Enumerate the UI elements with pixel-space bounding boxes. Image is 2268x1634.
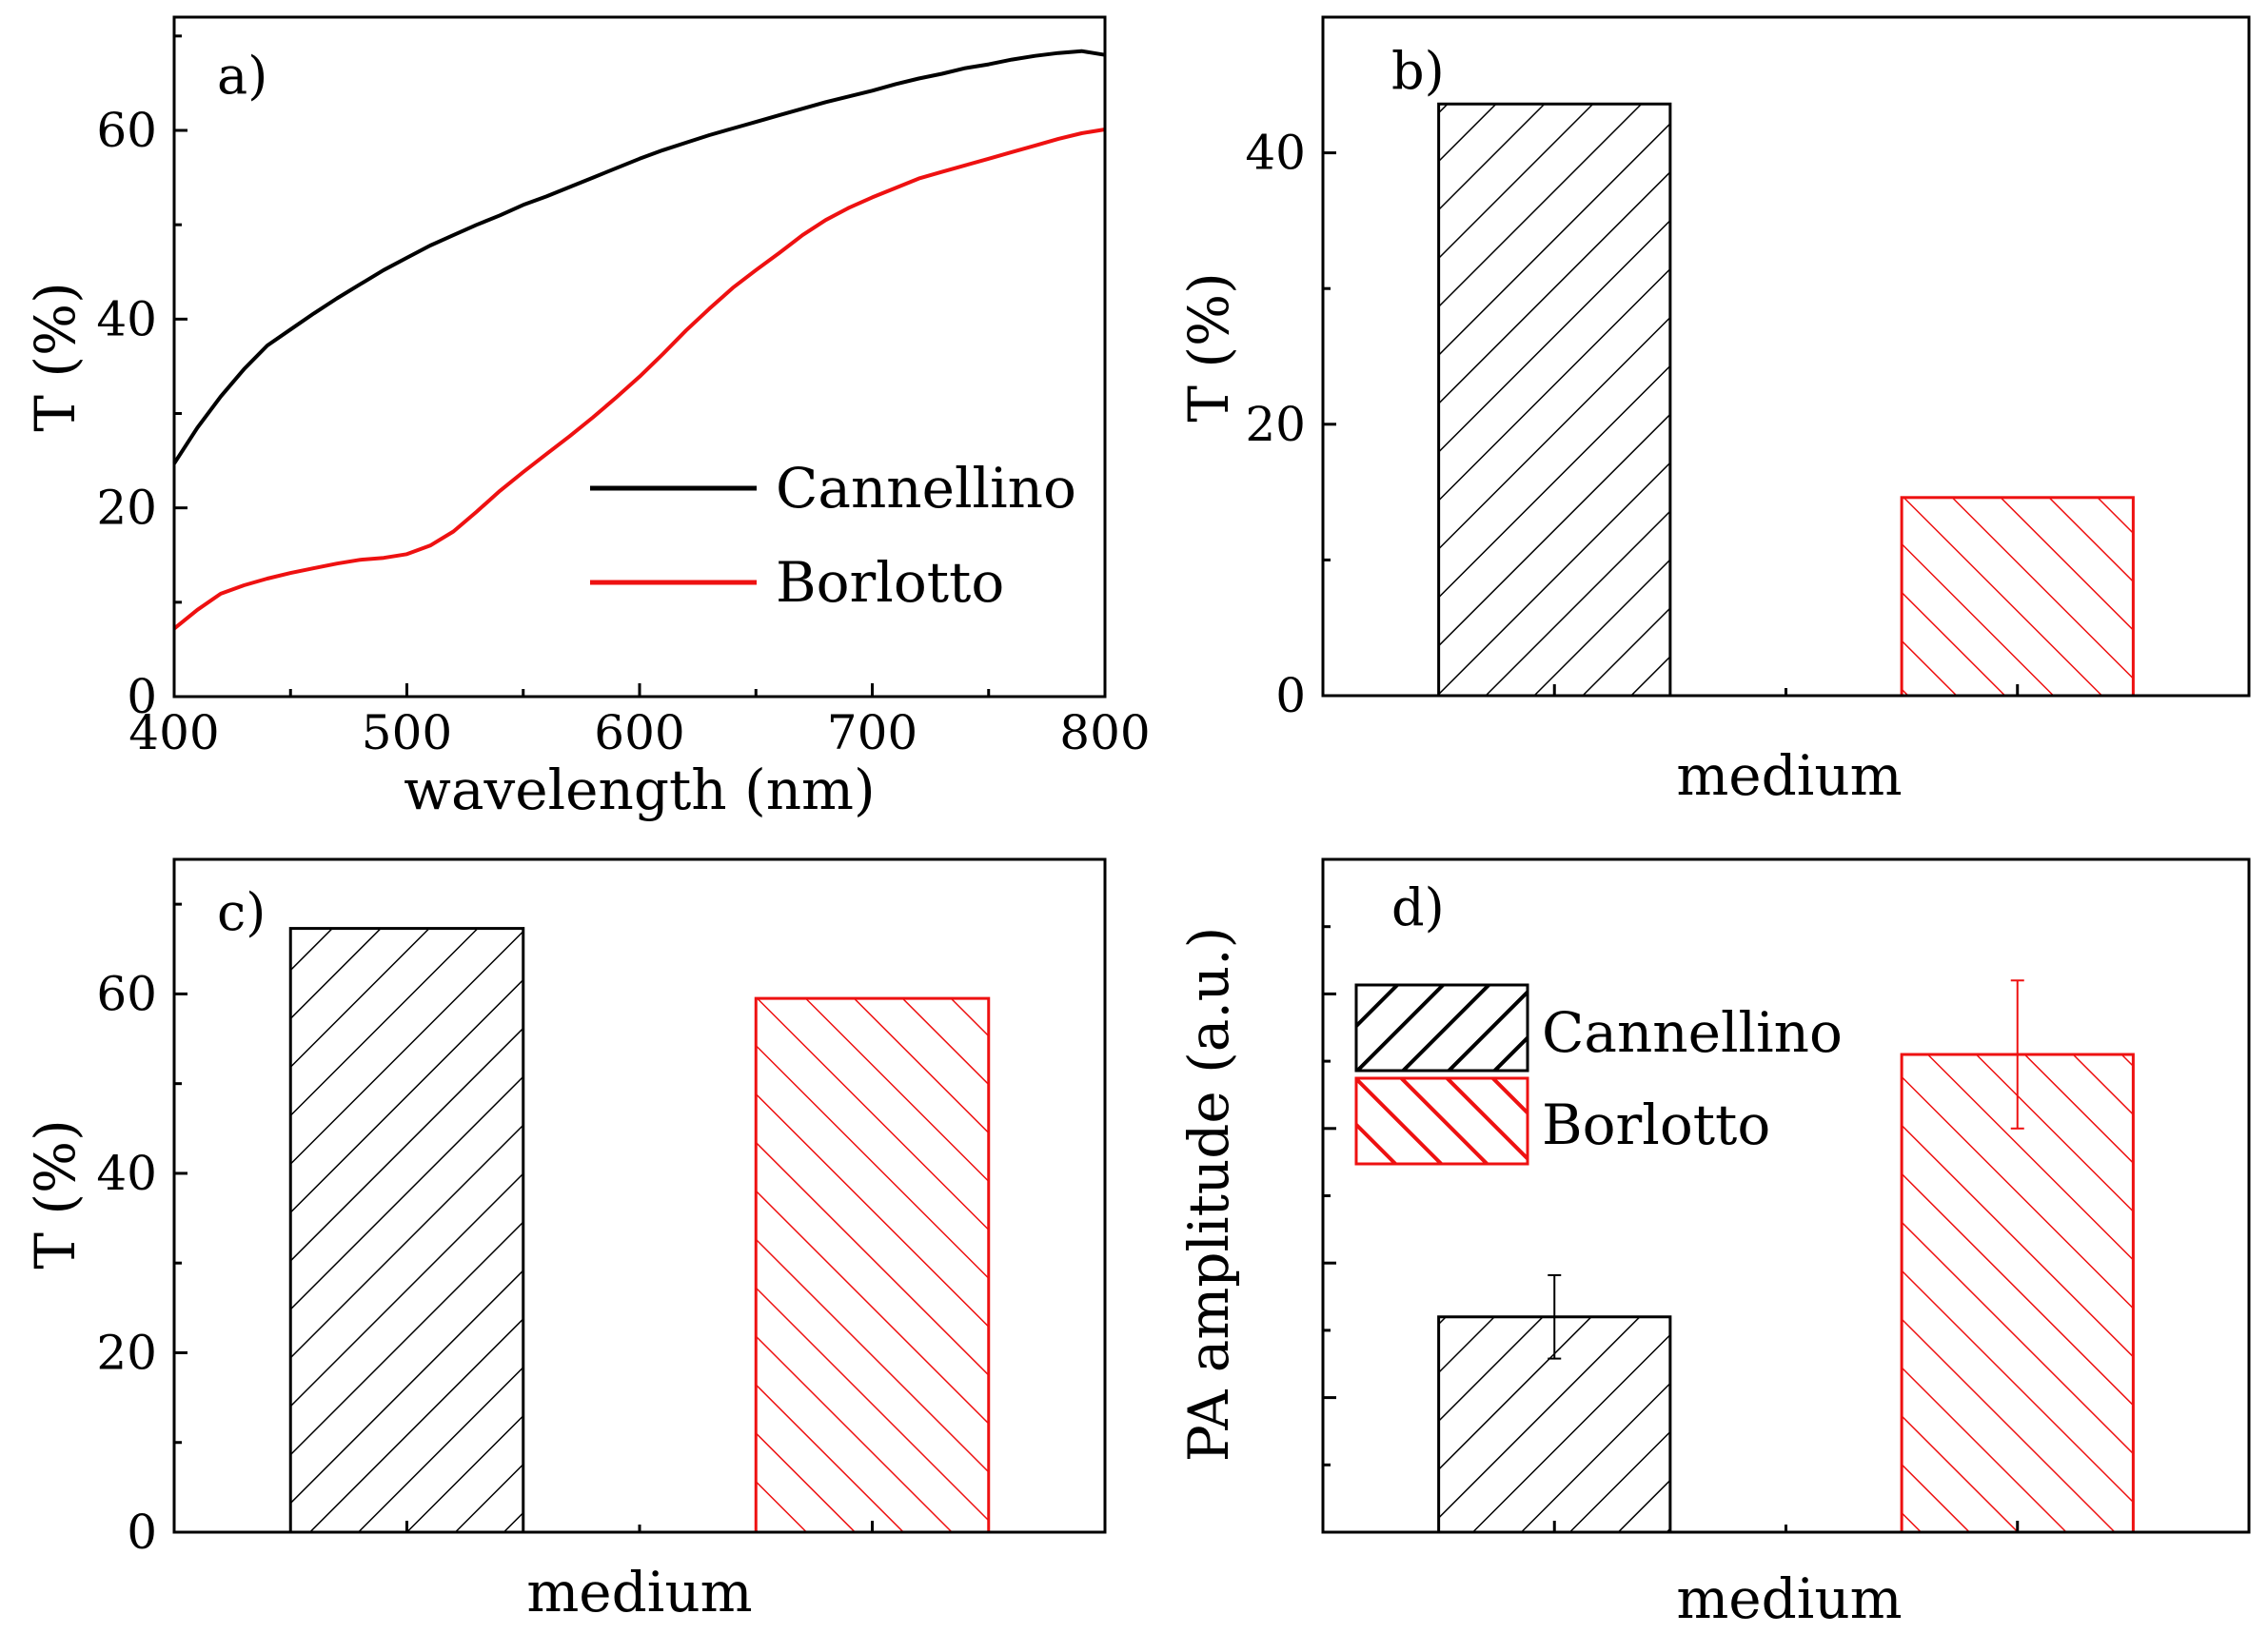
x-tick-label: 800 [1059,705,1150,760]
panel-c-ylabel: T (%) [23,1119,88,1270]
error-bar-cannellino [1548,1273,1562,1360]
legend-label-cannellino: Cannellino [1542,1000,1843,1065]
series-line-borlotto [172,128,1106,631]
error-bar-borlotto [2010,979,2024,1130]
legend-swatch-borlotto [1354,1076,1529,1166]
y-tick-label: 20 [96,1325,157,1380]
x-tick-label: 400 [128,705,219,760]
panel-d-label: d) [1391,877,1445,937]
panel-b-label: b) [1391,41,1445,101]
y-tick-label: 20 [96,481,157,536]
bar-borlotto [754,996,991,1534]
panel-d-xlabel: medium [1676,1566,1902,1631]
panel-d-ylabel: PA amplitude (a.u.) [1176,927,1241,1462]
x-tick-label: 700 [827,705,917,760]
panel-b-ylabel: T (%) [1176,272,1241,423]
panel-c-bar-chart: 0 20 40 60 c) medium T (%) [23,857,1107,1624]
legend-label-borlotto: Borlotto [1542,1093,1770,1157]
bar-borlotto [1900,496,2135,698]
x-tick-label: 600 [594,705,684,760]
bar-cannellino [288,927,525,1534]
panel-c-xlabel: medium [526,1560,752,1624]
panel-a-label: a) [217,46,267,106]
y-tick-label: 40 [1245,126,1306,181]
panel-a-legend: Cannellino Borlotto [590,456,1076,615]
panel-d-bar-chart: d) medium PA amplitude (a.u.) Cannellino… [1176,857,2251,1631]
x-tick-label: 500 [362,705,452,760]
y-tick-label: 60 [96,103,157,158]
y-tick-label: 20 [1245,397,1306,452]
legend-label-borlotto: Borlotto [776,550,1004,615]
panel-a-xlabel: wavelength (nm) [404,758,875,822]
y-tick-label: 0 [127,669,157,724]
y-tick-label: 40 [96,1146,157,1201]
y-tick-label: 0 [1275,668,1306,723]
panel-a-line-chart: 400 500 600 700 800 0 20 40 60 a) wavelength (nm… [23,15,1151,822]
y-tick-label: 60 [96,966,157,1021]
y-tick-label: 40 [96,291,157,346]
panel-d-legend: Cannellino Borlotto [1354,983,1843,1166]
bar-borlotto [1900,1053,2135,1534]
y-tick-label: 0 [127,1505,157,1560]
legend-label-cannellino: Cannellino [776,456,1076,521]
panel-b-bar-chart: 0 20 40 b) medium T (%) [1176,15,2251,808]
series-line-cannellino [172,49,1106,465]
bar-cannellino [1437,102,1672,698]
legend-swatch-cannellino [1354,983,1529,1073]
panel-b-xlabel: medium [1676,743,1902,808]
panel-a-ylabel: T (%) [23,282,88,432]
panel-c-label: c) [217,882,266,942]
